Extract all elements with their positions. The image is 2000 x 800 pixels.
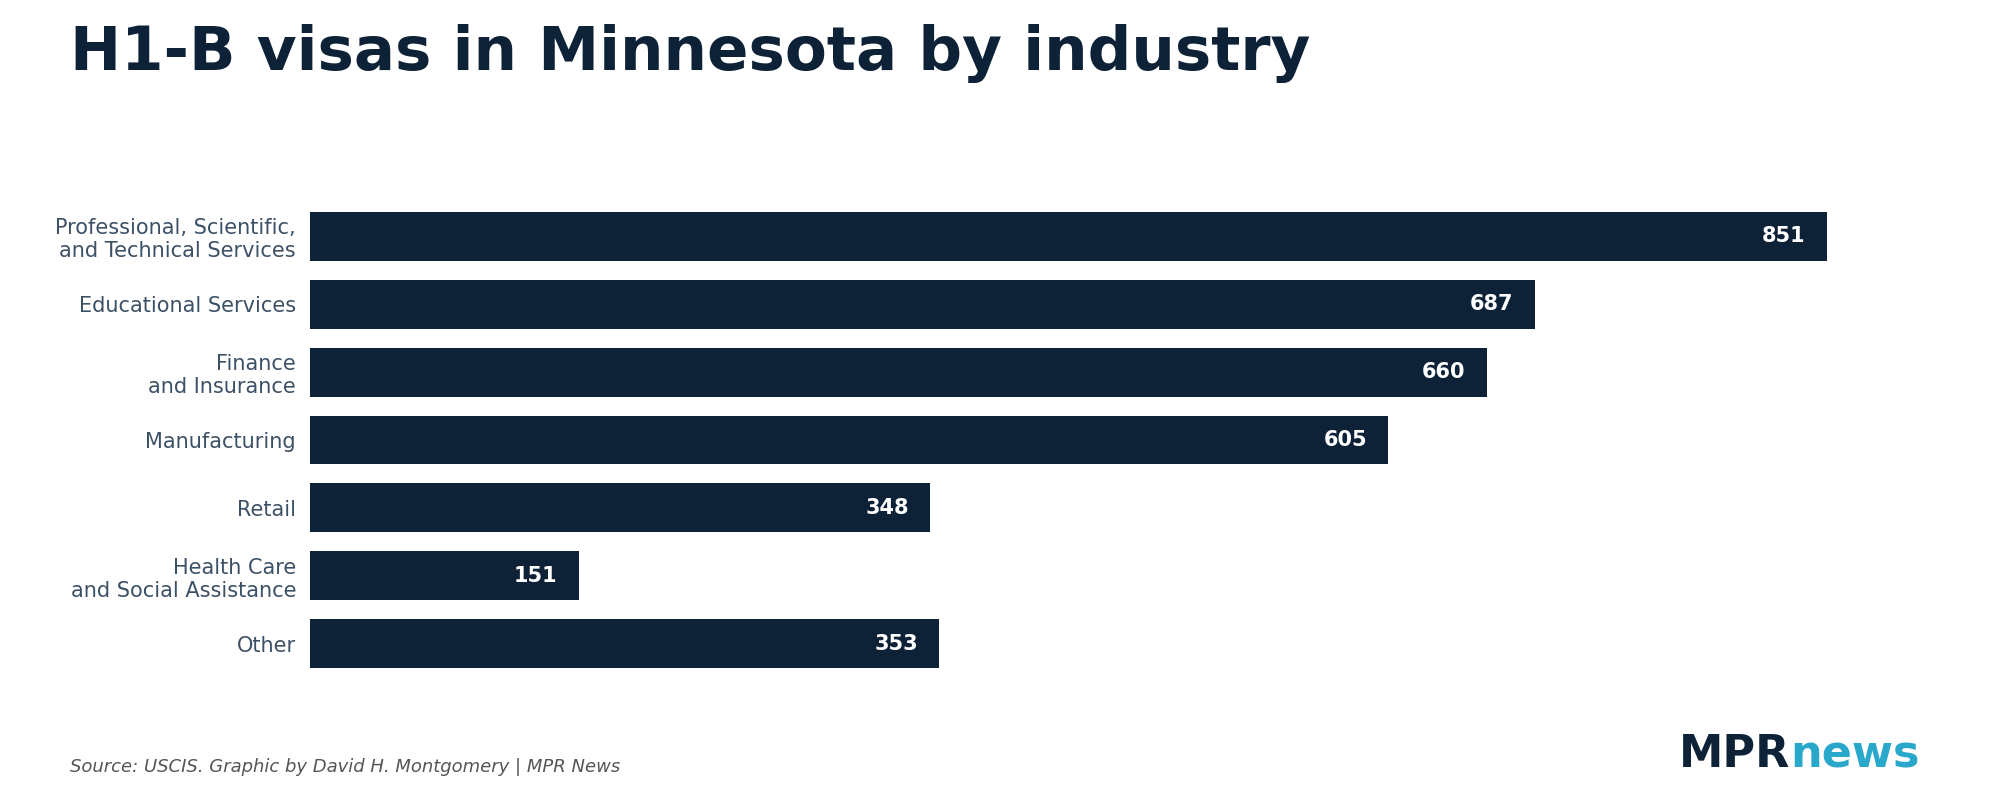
Bar xyxy=(310,347,1486,397)
Text: 353: 353 xyxy=(874,634,918,654)
Text: 660: 660 xyxy=(1422,362,1466,382)
Bar xyxy=(310,619,940,668)
Text: news: news xyxy=(1790,733,1920,776)
Bar xyxy=(310,415,1388,465)
Text: 687: 687 xyxy=(1470,294,1514,314)
Bar xyxy=(310,551,580,600)
Bar xyxy=(310,483,930,533)
Bar xyxy=(310,280,1534,329)
Bar xyxy=(310,212,1828,261)
Text: MPR: MPR xyxy=(1678,733,1790,776)
Text: 605: 605 xyxy=(1324,430,1368,450)
Text: Source: USCIS. Graphic by David H. Montgomery | MPR News: Source: USCIS. Graphic by David H. Montg… xyxy=(70,758,620,776)
Text: 348: 348 xyxy=(866,498,908,518)
Text: 851: 851 xyxy=(1762,226,1806,246)
Text: H1-B visas in Minnesota by industry: H1-B visas in Minnesota by industry xyxy=(70,24,1310,83)
Text: 151: 151 xyxy=(514,566,558,586)
